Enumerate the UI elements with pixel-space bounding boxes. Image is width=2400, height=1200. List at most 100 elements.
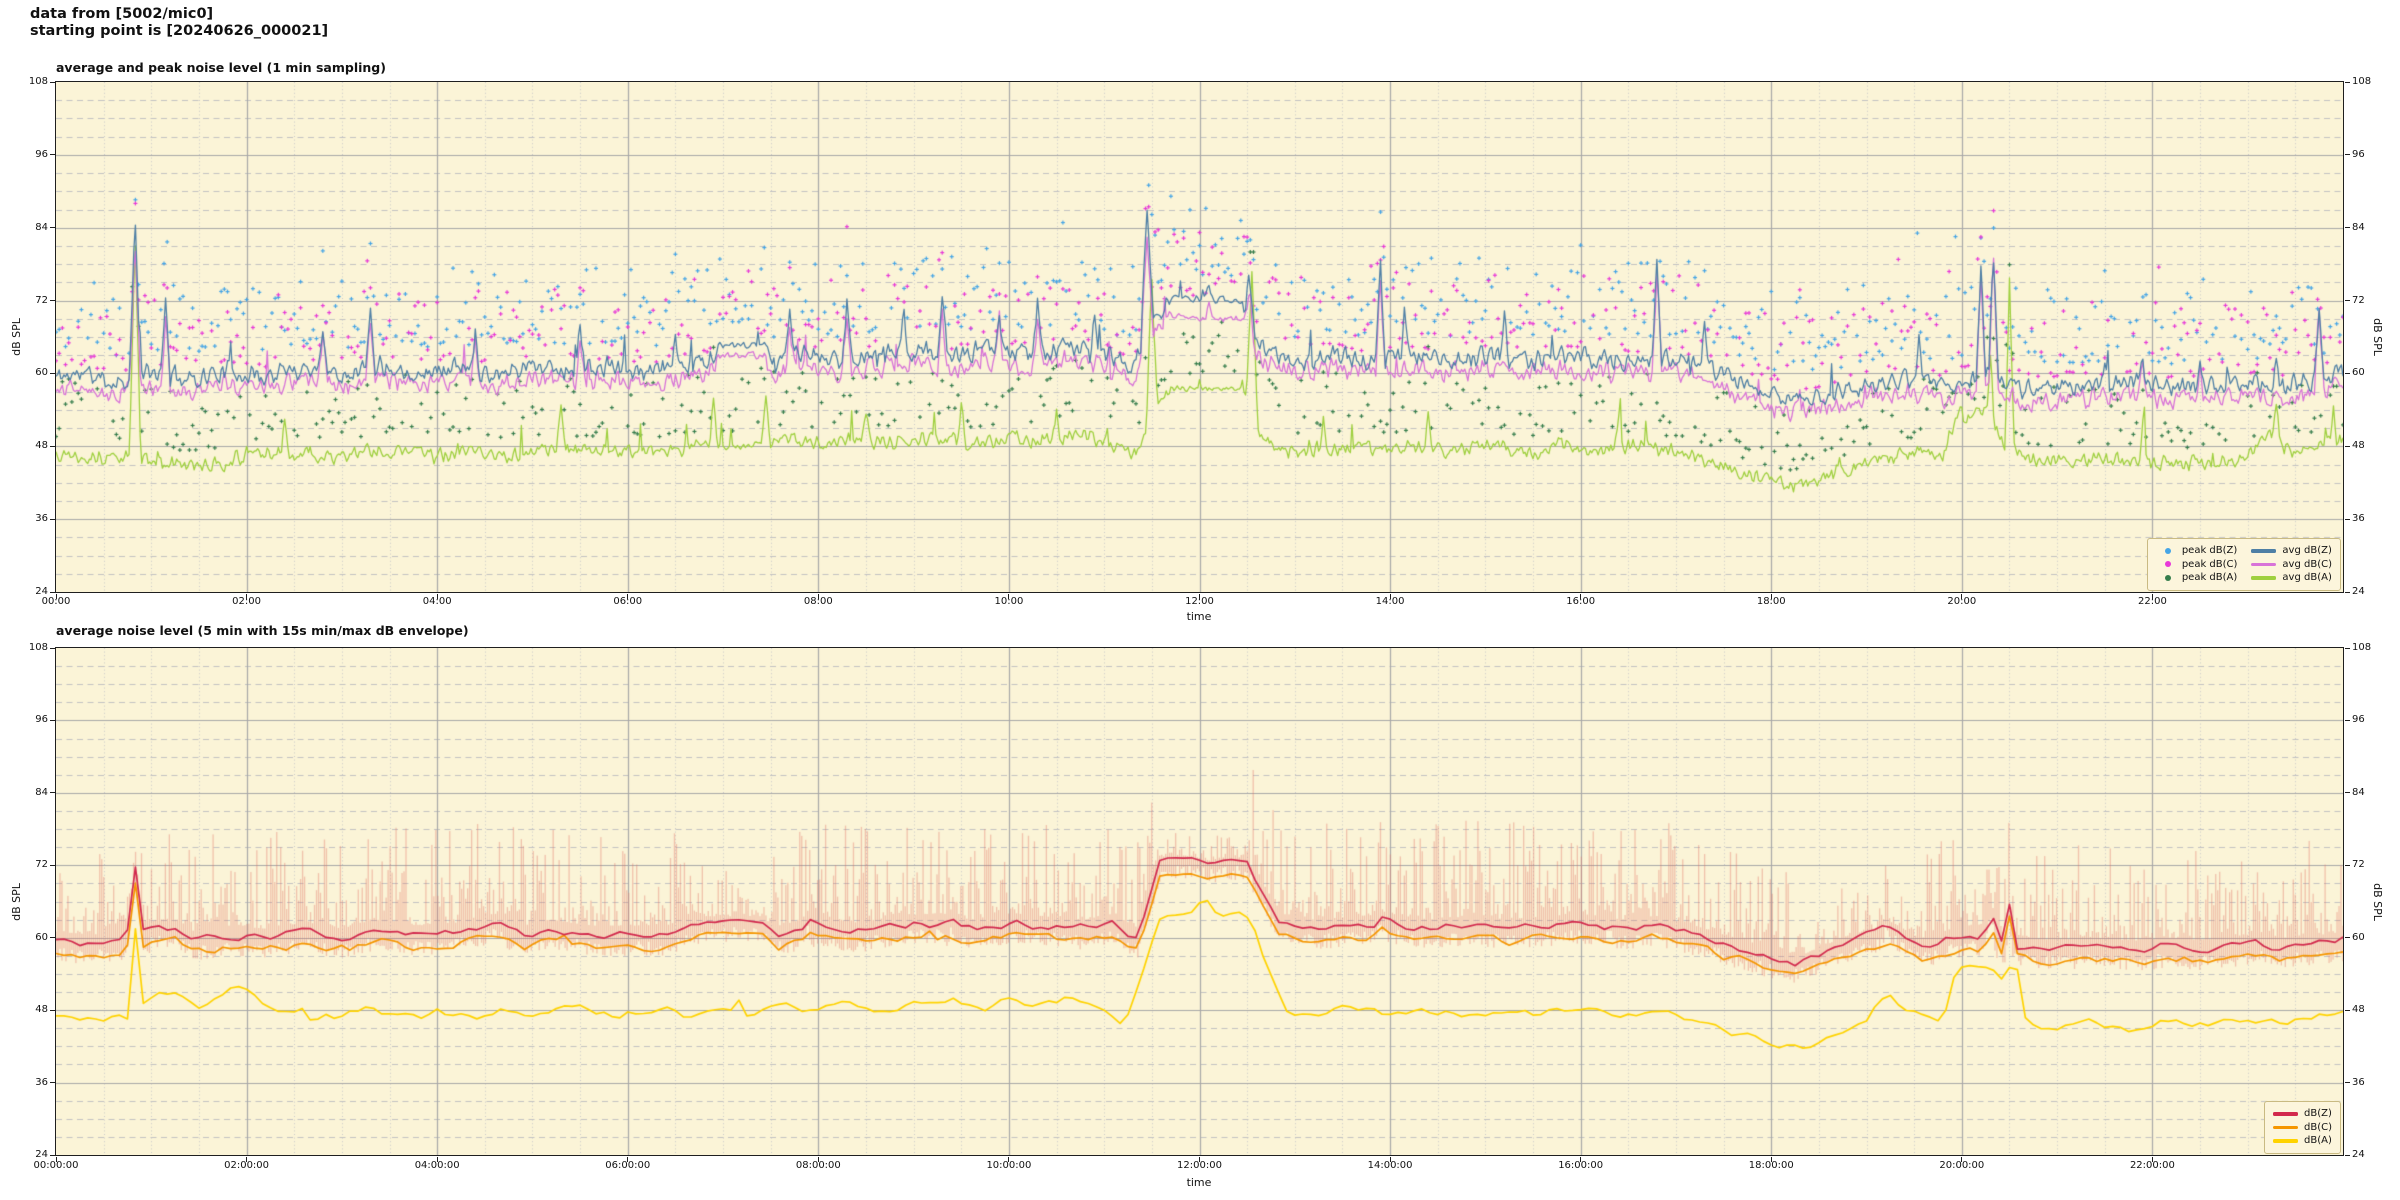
chart1-x-tickmark (1199, 593, 1200, 599)
chart2-y-tick-label-right: 108 (2352, 642, 2372, 653)
chart2-x-tickmark (817, 1156, 819, 1162)
chart2-y-tickmark-right (2344, 647, 2350, 649)
chart2-x-tickmark (627, 1156, 629, 1162)
legend-label: peak dB(Z) (2181, 545, 2238, 556)
chart2-y-tickmark-right (2344, 864, 2350, 866)
chart1-y-tickmark-left (49, 300, 55, 302)
chart1-x-tick-label: 12:00 (1185, 596, 1214, 607)
chart1-y-tick-label-right: 108 (2352, 76, 2372, 87)
dbc-line-icon (2273, 1125, 2298, 1129)
chart1-y-tickmark-right (2344, 81, 2350, 83)
chart1-y-tick-label-left: 84 (35, 221, 48, 233)
chart2-y-tickmark-right (2344, 719, 2350, 721)
chart2-x-tick-label: 12:00:00 (1177, 1160, 1222, 1171)
legend-item-avg-dbz: avg dB(Z) (2251, 544, 2332, 558)
chart2-y-tick-label-left: 36 (35, 1076, 48, 1088)
chart1-x-tickmark (1961, 593, 1963, 599)
chart2-y-tick-label-right: 60 (2352, 931, 2365, 943)
chart1-y-tick-label-left: 24 (35, 586, 48, 597)
chart1-y-tick-label-left: 48 (35, 440, 48, 452)
legend-item-peak-dba: peak dB(A) (2156, 571, 2238, 585)
chart2-x-tick-label: 18:00:00 (1748, 1160, 1794, 1171)
legend-label: peak dB(A) (2181, 572, 2238, 583)
chart1-y-tickmark-right (2344, 300, 2350, 302)
chart1-x-tick-label: 06:00 (613, 596, 643, 607)
chart2-x-tickmark (1389, 1156, 1391, 1162)
legend-label: dB(C) (2304, 1121, 2332, 1133)
legend-item-peak-dbz: peak dB(Z) (2156, 544, 2238, 558)
legend-item-avg-dbc: avg dB(C) (2251, 558, 2332, 572)
chart2-y-tick-label-right: 36 (2352, 1076, 2365, 1088)
chart2-y-tick-label-left: 72 (35, 859, 48, 871)
chart1-x-tickmark (1008, 593, 1010, 599)
chart1-y-tick-label-right: 96 (2352, 148, 2365, 160)
chart1-x-tickmark (55, 593, 57, 599)
peak-dbz-marker-icon (2164, 547, 2171, 554)
chart2-x-tick-label: 08:00:00 (795, 1160, 841, 1171)
chart2-x-tick-label: 00:00:00 (33, 1160, 79, 1171)
legend-item-dbz: dB(Z) (2273, 1107, 2332, 1121)
chart1-x-tick-label: 16:00 (1566, 596, 1596, 607)
chart2-y-tickmark-left (49, 719, 55, 721)
chart1-x-tick-label: 14:00 (1375, 596, 1405, 607)
chart2-x-tickmark (1770, 1156, 1772, 1162)
chart1-x-tickmark (2151, 593, 2153, 599)
chart2-x-tickmark (436, 1156, 438, 1162)
chart2-y-tick-label-right: 24 (2352, 1149, 2365, 1160)
avg-dba-line-icon (2251, 576, 2277, 580)
chart2-x-tick-label: 04:00:00 (414, 1160, 460, 1171)
chart1-x-tickmark (817, 593, 819, 599)
chart1-plot-area (54, 80, 2344, 593)
chart2-title: average noise level (5 min with 15s min/… (56, 623, 469, 638)
chart2-y-tickmark-right (2344, 937, 2350, 939)
legend-label: avg dB(C) (2282, 558, 2332, 570)
chart1-y-tick-label-right: 84 (2352, 221, 2365, 233)
chart2-y-tick-label-left: 108 (28, 642, 48, 653)
chart1-yaxis-label-left: dB SPL (10, 318, 23, 356)
chart1-x-tickmark (1580, 593, 1582, 599)
chart2-y-tick-label-left: 48 (35, 1004, 48, 1016)
peak-dbc-marker-icon (2164, 561, 2171, 568)
chart1-canvas (55, 81, 2343, 592)
chart1-x-tick-label: 04:00 (422, 596, 452, 607)
legend-label: dB(Z) (2304, 1108, 2332, 1119)
header-line-2: starting point is [20240626_000021] (30, 23, 329, 39)
chart2-plot-area (54, 646, 2344, 1156)
chart1-x-tick-label: 22:00 (2137, 596, 2167, 607)
chart1-y-tick-label-right: 36 (2352, 513, 2365, 525)
chart1-y-tickmark-left (49, 591, 55, 593)
chart1-y-tickmark-left (49, 372, 55, 374)
chart1-y-tickmark-right (2344, 518, 2350, 520)
chart2-y-tickmark-right (2344, 1154, 2350, 1156)
legend-item-peak-dbc: peak dB(C) (2156, 558, 2237, 572)
peak-dba-marker-icon (2164, 574, 2171, 581)
chart2-y-tickmark-left (49, 1082, 55, 1084)
avg-dbc-line-icon (2251, 562, 2277, 566)
chart1-title: average and peak noise level (1 min samp… (56, 60, 386, 75)
dbz-line-icon (2273, 1112, 2298, 1116)
chart2-x-tick-label: 10:00:00 (986, 1160, 1032, 1171)
dba-line-icon (2273, 1139, 2298, 1143)
legend-label: avg dB(Z) (2282, 545, 2332, 556)
chart1-yaxis-label-right: dB SPL (2371, 318, 2384, 356)
chart1-y-tick-label-right: 60 (2352, 367, 2365, 379)
chart2-y-tickmark-right (2344, 792, 2350, 794)
chart1-y-tick-label-left: 60 (35, 367, 48, 379)
chart1-y-tickmark-right (2344, 154, 2350, 156)
chart1-y-tickmark-left (49, 227, 55, 229)
chart1-y-tick-label-left: 36 (35, 513, 48, 525)
chart1-y-tick-label-left: 108 (28, 76, 48, 87)
chart2-y-tick-label-left: 24 (35, 1149, 48, 1160)
chart1-x-tick-label: 00:00 (41, 596, 71, 607)
chart2-y-tickmark-left (49, 647, 55, 649)
chart2-x-tickmark (55, 1156, 57, 1162)
chart1-y-tick-label-right: 24 (2352, 586, 2365, 597)
chart1-xaxis-label: time (1186, 610, 1212, 623)
chart1-y-tickmark-left (49, 445, 55, 447)
chart2-yaxis-label-right: dB SPL (2371, 883, 2384, 921)
chart2-y-tickmark-left (49, 937, 55, 939)
chart2-yaxis-label-left: dB SPL (10, 883, 23, 921)
chart1-y-tickmark-left (49, 518, 55, 520)
chart2-x-tickmark (1008, 1156, 1010, 1162)
